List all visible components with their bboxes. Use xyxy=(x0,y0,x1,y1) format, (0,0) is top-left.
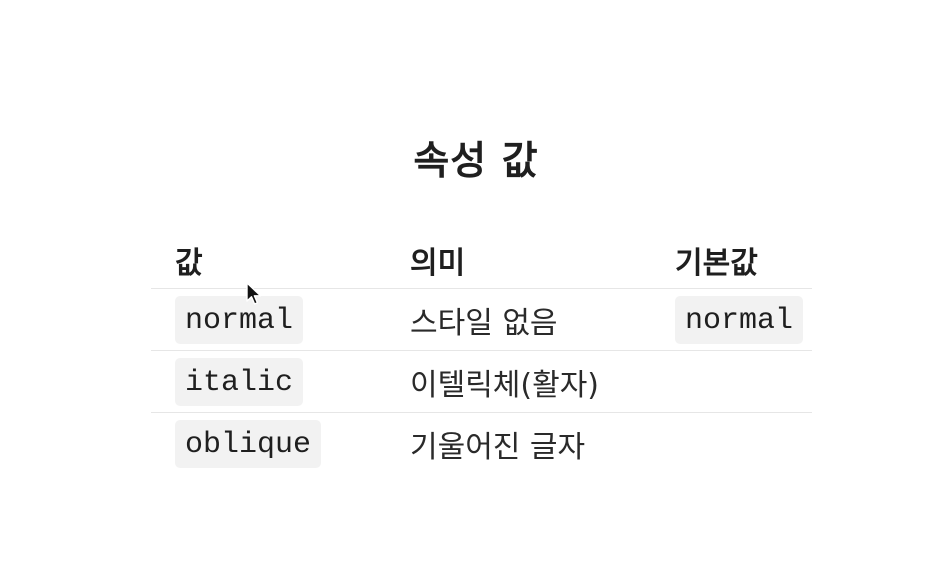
meaning-cell: 기울어진 글자 xyxy=(410,429,586,465)
header-default: 기본값 xyxy=(668,231,812,289)
default-cell: normal xyxy=(668,288,812,351)
header-meaning: 의미 xyxy=(386,231,668,289)
table-row: oblique 기울어진 글자 xyxy=(151,413,812,475)
meaning-cell: 이텔릭체(활자) xyxy=(386,350,668,413)
code-value: oblique xyxy=(175,419,322,468)
default-cell xyxy=(668,413,812,475)
page-title: 속성 값 xyxy=(413,139,539,184)
header-value: 값 xyxy=(151,231,386,289)
value-cell: normal xyxy=(151,288,386,351)
table-header-row: 값 의미 기본값 xyxy=(151,231,812,289)
code-value: italic xyxy=(175,357,304,406)
value-cell: oblique xyxy=(151,413,386,475)
table-row: normal 스타일 없음 normal xyxy=(151,288,812,351)
code-default: normal xyxy=(675,295,804,344)
meaning-cell: 스타일 없음 xyxy=(386,288,668,351)
default-cell xyxy=(668,350,812,413)
value-cell: italic xyxy=(151,350,386,413)
table-row: italic 이텔릭체(활자) xyxy=(151,350,812,413)
property-values-table: 값 의미 기본값 normal 스타일 없음 normal italic 이텔릭… xyxy=(151,231,812,474)
mouse-pointer-icon xyxy=(246,282,262,305)
code-value: normal xyxy=(175,295,304,344)
